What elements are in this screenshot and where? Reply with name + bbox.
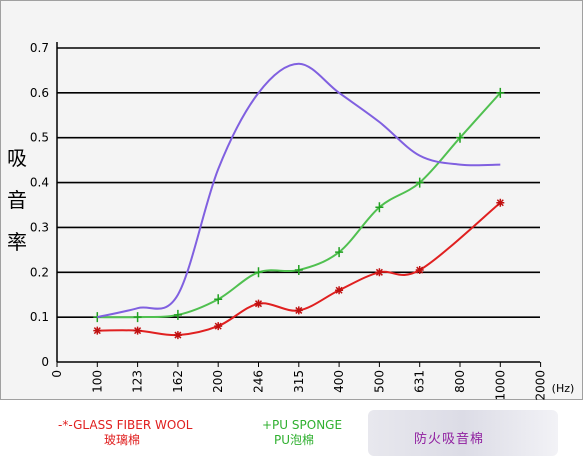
legend-fireproof: 防火吸音棉 [368, 410, 558, 456]
data-point [133, 312, 142, 323]
x-tick-label: 162 [171, 370, 185, 393]
data-point [93, 326, 102, 335]
y-tick-label: 0.1 [30, 310, 49, 324]
x-tick-label: 500 [372, 370, 386, 393]
series-line [97, 201, 501, 337]
x-tick-label: 315 [292, 370, 306, 393]
x-tick-label: 100 [90, 370, 104, 393]
series-1 [93, 87, 505, 323]
legend-fire-label: 防火吸音棉 [414, 432, 485, 447]
axis-labels: (Hz) 吸音率 [7, 146, 574, 395]
series-line [97, 92, 502, 319]
y-tick-label: 0.3 [30, 220, 49, 234]
data-point [335, 286, 344, 295]
x-tick-label: 631 [413, 370, 427, 393]
data-point [456, 132, 464, 143]
legend-pu-label-zh: PU泡棉 [274, 433, 315, 447]
data-point [415, 266, 424, 275]
data-point [294, 306, 303, 315]
x-tick-label: 246 [252, 370, 266, 393]
y-tick-labels: 0 0.1 0.2 0.3 0.4 0.5 0.6 0.7 [30, 41, 49, 369]
series-0 [93, 198, 505, 340]
grid-lines [57, 47, 540, 318]
legend-pu-sponge: +PU SPONGE PU泡棉 [262, 418, 342, 448]
series-line [97, 62, 501, 319]
y-tick-label: 0.4 [30, 176, 49, 190]
data-point [173, 331, 182, 340]
data-point [214, 294, 223, 305]
x-tick-label: 123 [131, 370, 145, 393]
data-point [254, 267, 263, 278]
x-tick-label: 200 [211, 370, 225, 393]
x-tick-label: 0 [50, 370, 64, 378]
y-tick-label: 0.2 [30, 265, 49, 279]
data-point [173, 309, 182, 320]
series-group [93, 62, 505, 340]
legend-pu-label-en: +PU SPONGE [262, 418, 343, 432]
x-tick-label: 400 [332, 370, 346, 393]
data-point [335, 247, 344, 258]
legend-glass-label-en: -*-GLASS FIBER WOOL [58, 418, 193, 432]
data-point [375, 202, 384, 213]
data-point [133, 326, 142, 335]
y-tick-label: 0.5 [30, 131, 49, 145]
y-tick-label: 0.7 [30, 41, 49, 55]
data-point [254, 299, 263, 308]
y-axis-label-char: 吸 [7, 146, 27, 170]
x-tick-label: 800 [453, 370, 467, 393]
y-axis-label-char: 率 [7, 230, 27, 254]
y-tick-label: 0.6 [30, 86, 49, 100]
x-tick-labels: 0 100 123 162 200 246 315 400 500 631 800 1000 2000 [50, 370, 548, 401]
axes [56, 42, 542, 367]
data-point [214, 322, 223, 331]
y-axis-label-char: 音 [7, 188, 27, 212]
x-tick-label: 2000 [534, 370, 548, 401]
data-point [415, 177, 424, 188]
legend-glass-label-zh: 玻璃棉 [104, 433, 141, 447]
y-tick-label: 0 [41, 355, 49, 369]
data-point [294, 265, 303, 276]
data-point [496, 198, 505, 207]
data-point [375, 268, 384, 277]
x-axis-unit: (Hz) [552, 382, 575, 395]
series-2 [97, 62, 501, 319]
x-tick-label: 1000 [493, 370, 507, 401]
legend-glass-fiber-wool: -*-GLASS FIBER WOOL 玻璃棉 [58, 418, 192, 448]
data-point [496, 87, 505, 98]
